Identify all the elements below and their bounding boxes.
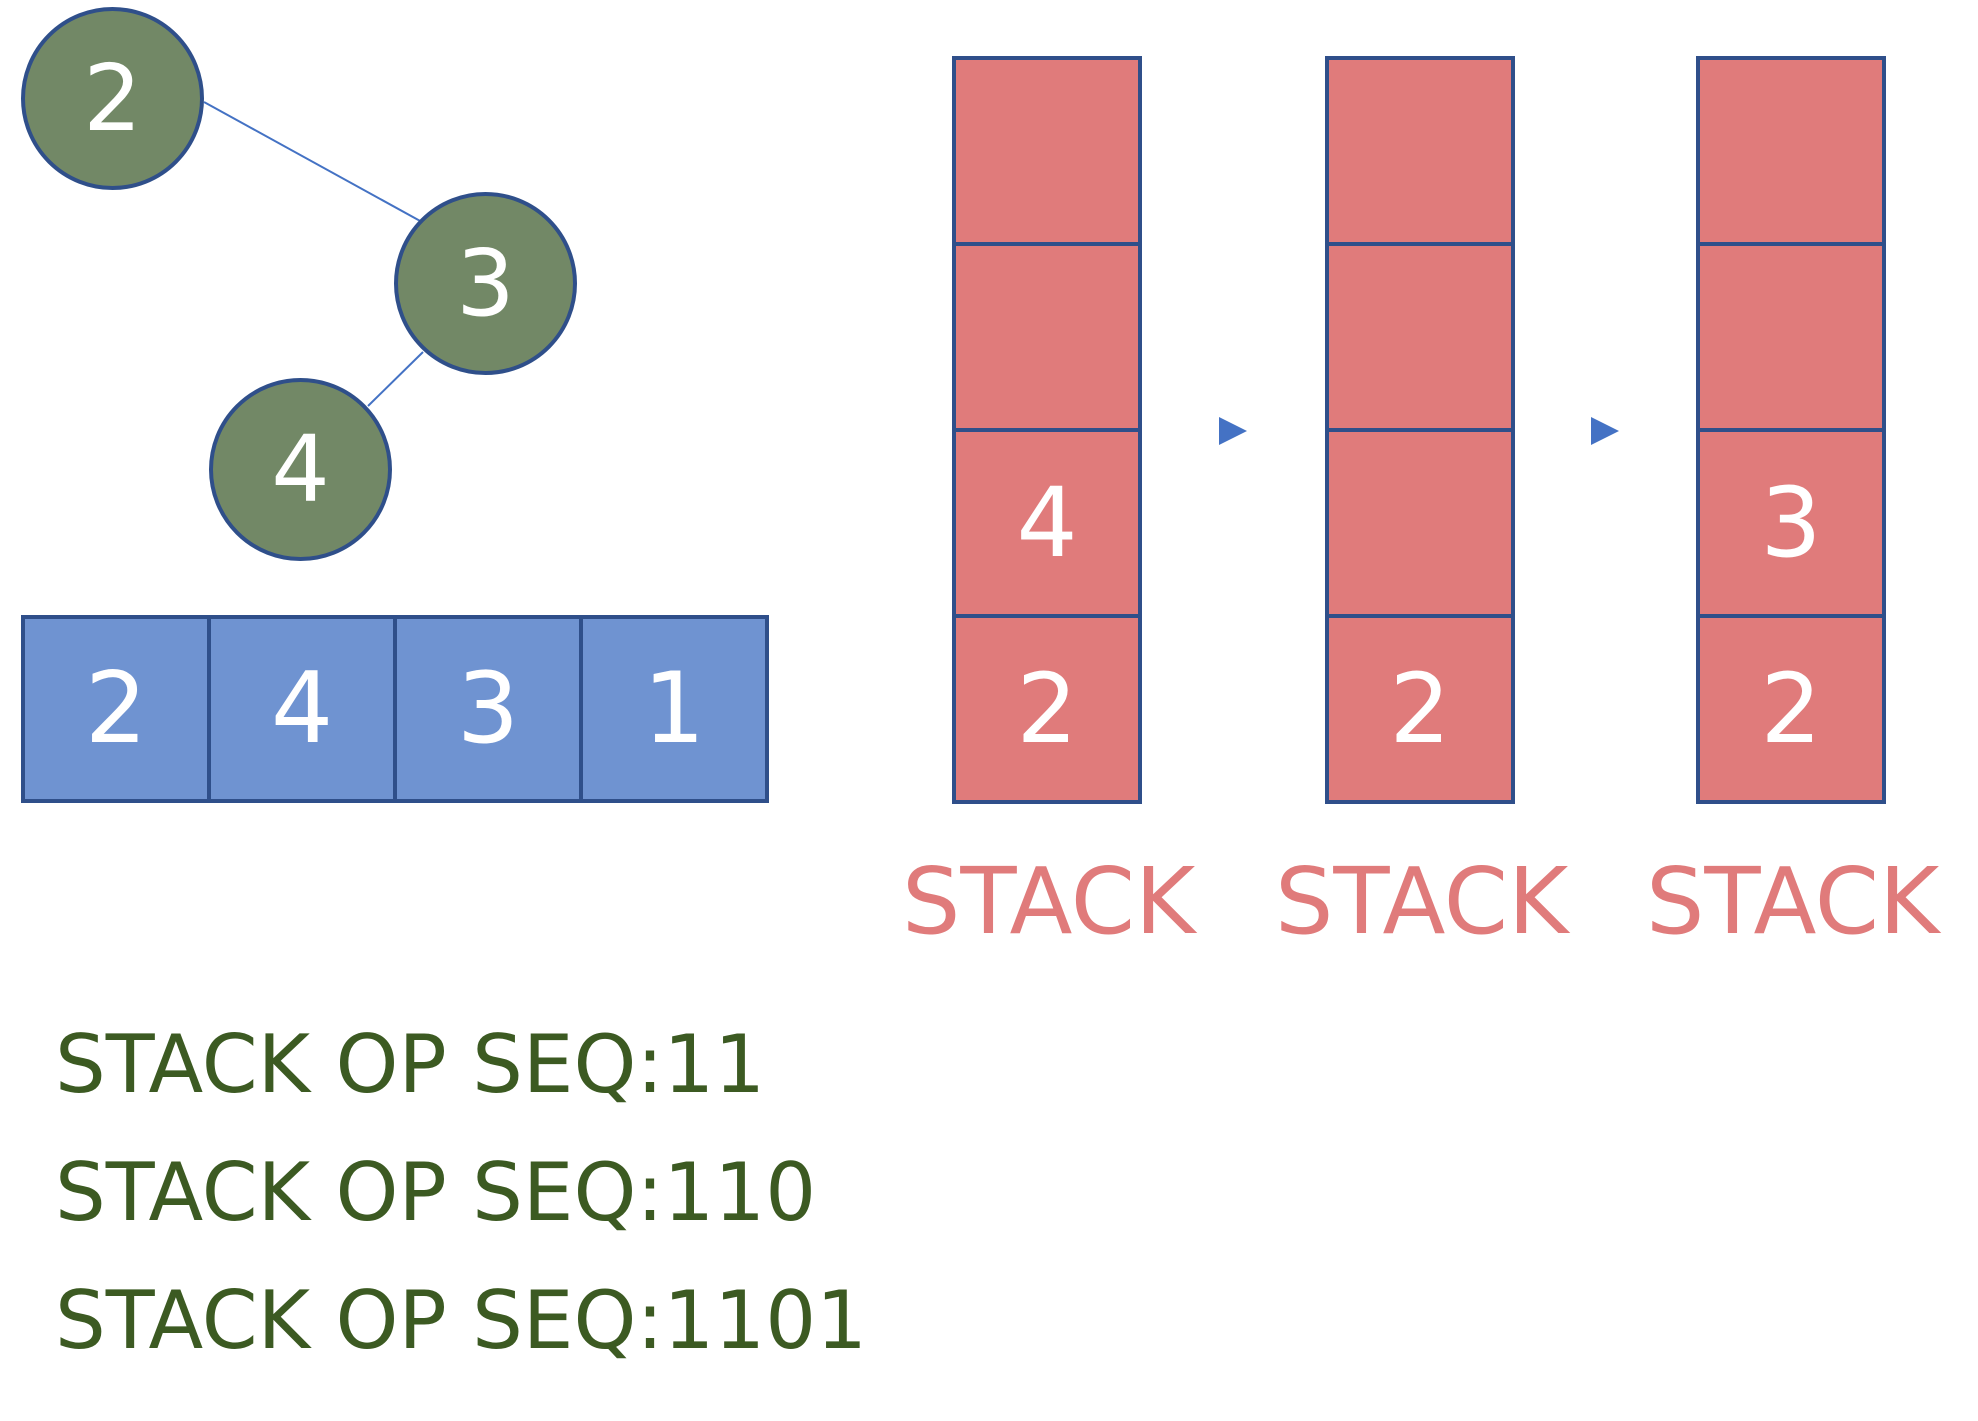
stack-op-sequence: STACK OP SEQ:1101 xyxy=(55,1274,867,1367)
tree-edge-2-3 xyxy=(203,101,423,223)
tree-node-label: 2 xyxy=(83,45,142,152)
tree-edge-3-4 xyxy=(367,351,424,407)
stack-op-sequence: STACK OP SEQ:110 xyxy=(55,1146,817,1239)
stack-caption: STACK xyxy=(1646,848,1940,955)
traversal-array: 2 4 3 1 xyxy=(21,615,769,803)
array-cell: 2 xyxy=(25,619,211,799)
tree-node-label: 4 xyxy=(271,416,330,523)
stack-cell: 4 xyxy=(956,432,1138,618)
stack-cell: 2 xyxy=(1700,618,1882,800)
stack-cell xyxy=(1329,60,1511,246)
tree-node-2: 2 xyxy=(21,7,204,190)
stack-op-sequence: STACK OP SEQ:11 xyxy=(55,1018,766,1111)
arrow-right-icon xyxy=(1219,417,1247,445)
stack-cell: 3 xyxy=(1700,432,1882,618)
stack-cell: 2 xyxy=(956,618,1138,800)
stack-cell xyxy=(1700,246,1882,432)
array-cell: 3 xyxy=(397,619,583,799)
array-cell: 1 xyxy=(583,619,765,799)
stack-cell xyxy=(956,60,1138,246)
stack-2: 2 xyxy=(1325,56,1515,804)
arrow-right-icon xyxy=(1591,417,1619,445)
array-cell: 4 xyxy=(211,619,397,799)
tree-node-label: 3 xyxy=(456,230,515,337)
stack-cell xyxy=(1329,246,1511,432)
stack-1: 4 2 xyxy=(952,56,1142,804)
stack-caption: STACK xyxy=(902,848,1196,955)
stack-cell xyxy=(1329,432,1511,618)
tree-node-4: 4 xyxy=(209,378,392,561)
stack-cell: 2 xyxy=(1329,618,1511,800)
stack-caption: STACK xyxy=(1275,848,1569,955)
stack-3: 3 2 xyxy=(1696,56,1886,804)
tree-node-3: 3 xyxy=(394,192,577,375)
stack-cell xyxy=(956,246,1138,432)
stack-cell xyxy=(1700,60,1882,246)
